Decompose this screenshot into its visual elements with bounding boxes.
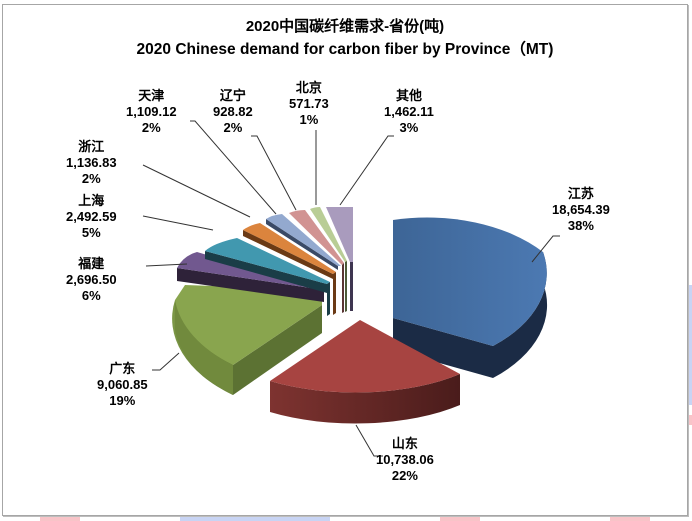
pie-slice-guangdong[interactable] (172, 285, 322, 395)
label-value: 1,136.83 (66, 155, 117, 170)
label-name: 上海 (78, 193, 105, 208)
label-fujian: 福建 2,696.50 6% (66, 256, 117, 304)
label-name: 其他 (395, 88, 422, 103)
watermark-stripe (610, 514, 650, 521)
label-name: 北京 (295, 80, 322, 95)
watermark-stripe (686, 415, 692, 425)
label-name: 辽宁 (219, 88, 246, 103)
pie-slice-jiangsu[interactable] (393, 217, 548, 378)
label-percent: 2% (223, 120, 243, 135)
chart-title: 2020中国碳纤维需求-省份(吨) (245, 18, 445, 35)
label-percent: 6% (81, 288, 101, 303)
label-beijing: 北京 571.73 1% (289, 80, 329, 128)
label-value: 928.82 (213, 104, 253, 119)
label-zhejiang: 浙江 1,136.83 2% (66, 139, 117, 187)
label-value: 1,462.11 (384, 104, 434, 119)
label-guangdong: 广东 9,060.85 19% (97, 361, 148, 409)
label-name: 福建 (78, 256, 105, 271)
label-percent: 2% (81, 171, 101, 186)
watermark-stripe (40, 514, 80, 521)
label-value: 9,060.85 (97, 377, 148, 392)
label-name: 江苏 (567, 186, 594, 201)
pie-slice-shandong[interactable] (270, 320, 460, 424)
label-shandong: 山东 10,738.06 22% (376, 436, 434, 484)
label-percent: 19% (109, 393, 136, 408)
label-percent: 1% (299, 112, 319, 127)
label-percent: 5% (81, 225, 101, 240)
chart-subtitle: 2020 Chinese demand for carbon fiber by … (136, 41, 554, 58)
label-percent: 38% (567, 218, 594, 233)
label-percent: 22% (391, 468, 418, 483)
label-others: 其他 1,462.11 3% (384, 88, 434, 136)
label-value: 2,492.59 (66, 209, 117, 224)
label-value: 1,109.12 (126, 104, 177, 119)
label-name: 天津 (138, 88, 165, 103)
label-name: 山东 (391, 436, 418, 451)
label-percent: 3% (399, 120, 419, 135)
watermark-stripe (440, 514, 480, 521)
label-value: 571.73 (289, 96, 329, 111)
pie-slice-tianjin[interactable] (266, 214, 341, 270)
pie-slice-others[interactable] (326, 207, 353, 311)
pie-slice-liaoning[interactable] (289, 210, 344, 313)
pie-slice-shanghai[interactable] (205, 238, 330, 316)
label-name: 广东 (109, 361, 136, 376)
watermark-stripe (686, 285, 692, 405)
label-percent: 2% (141, 120, 161, 135)
label-shanghai: 上海 2,492.59 5% (66, 193, 117, 241)
watermark-stripe (180, 514, 330, 521)
label-value: 2,696.50 (66, 272, 117, 287)
label-name: 浙江 (78, 139, 105, 154)
leader-lines (142, 120, 560, 457)
label-value: 18,654.39 (552, 202, 610, 217)
label-tianjin: 天津 1,109.12 2% (126, 88, 177, 136)
label-value: 10,738.06 (376, 452, 434, 467)
pie-slice-zhejiang[interactable] (243, 223, 336, 315)
label-jiangsu: 江苏 18,654.39 38% (552, 186, 610, 234)
pie-slice-beijing[interactable] (310, 207, 347, 312)
label-liaoning: 辽宁 928.82 2% (213, 88, 253, 136)
